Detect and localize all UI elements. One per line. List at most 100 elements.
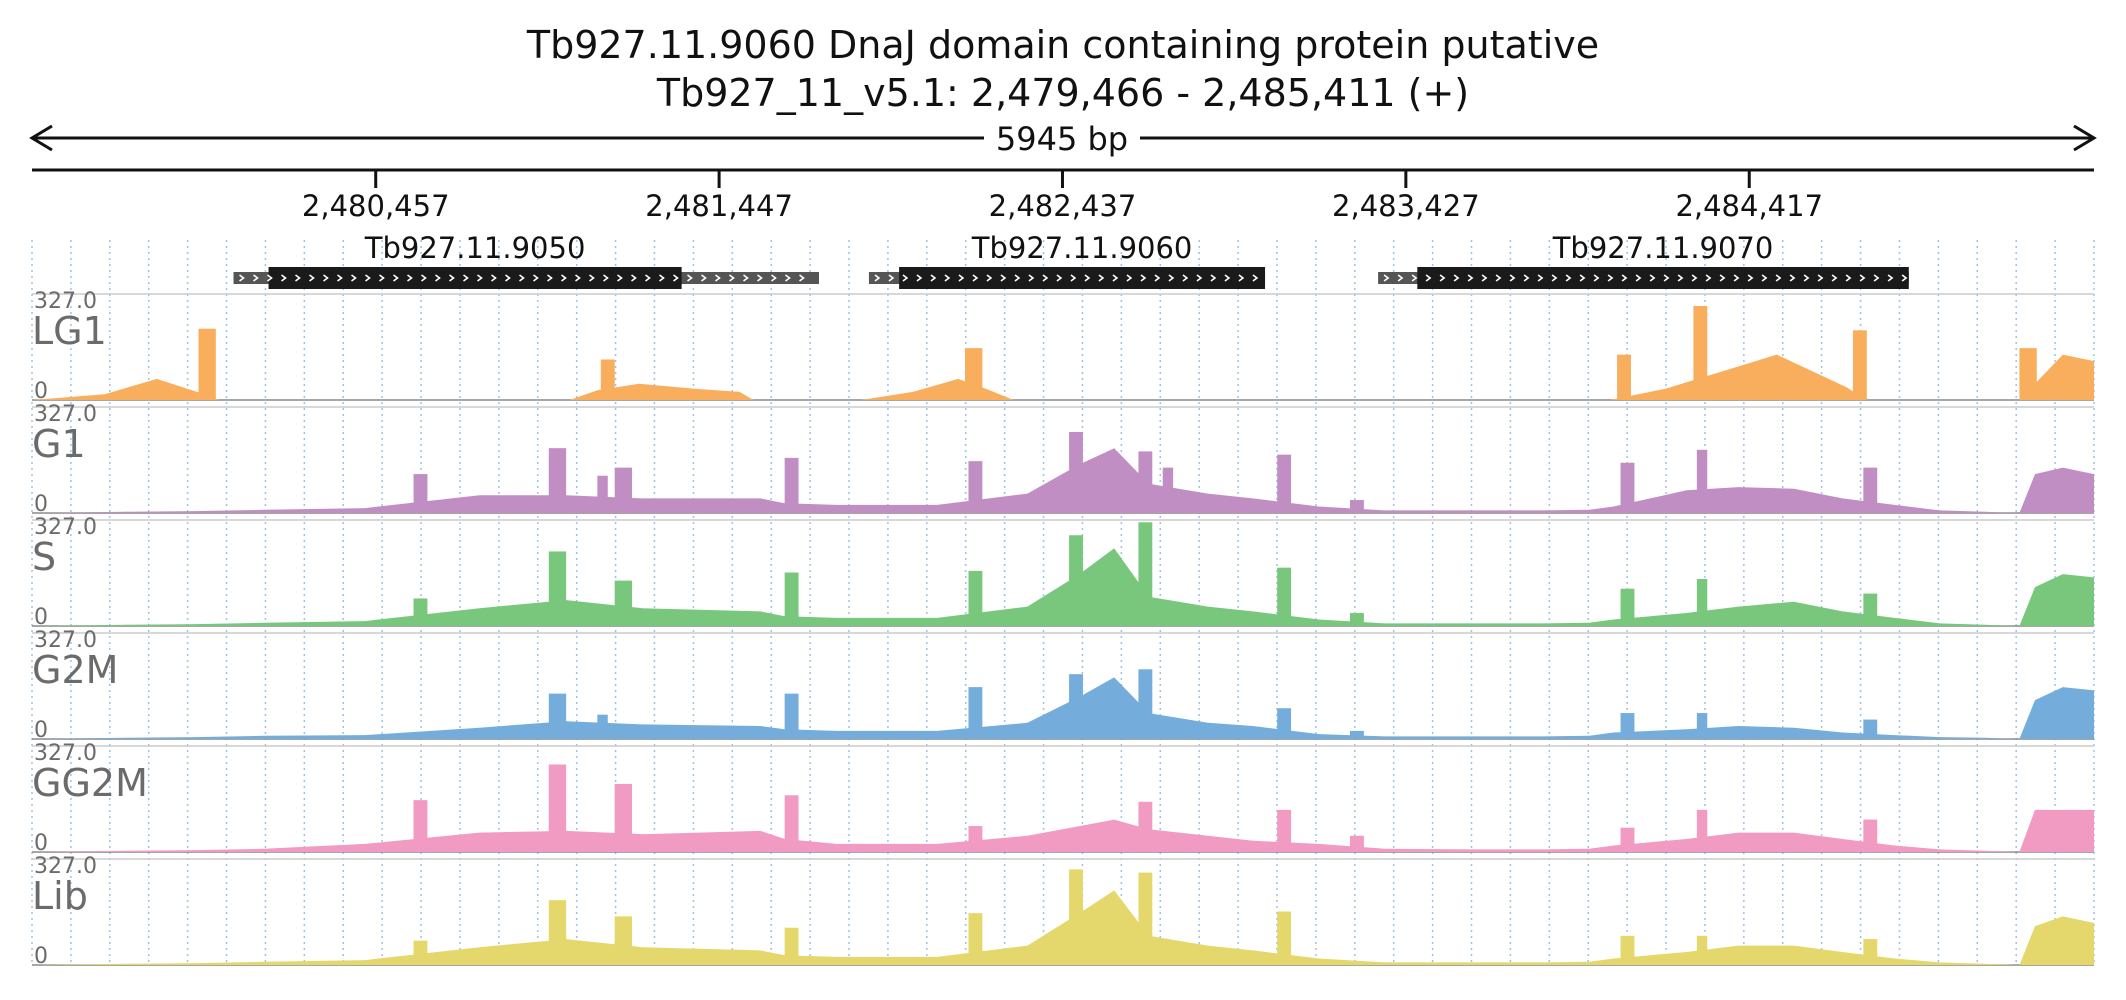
- strand-arrow-icon: [1182, 274, 1189, 282]
- coverage-peak: [1620, 588, 1635, 626]
- strand-arrow-icon: [253, 274, 259, 282]
- strand-arrow-icon: [1859, 274, 1866, 282]
- strand-arrow-icon: [1056, 274, 1063, 282]
- gene-model[interactable]: Tb927.11.9050: [233, 231, 819, 289]
- track-name-label: G1: [32, 422, 86, 466]
- coverage-peak: [784, 795, 799, 852]
- strand-arrow-icon: [1887, 274, 1894, 282]
- track-max-label: 327.0: [34, 289, 97, 314]
- coverage-peak: [614, 916, 633, 965]
- coverage-peak: [548, 551, 567, 626]
- coverage-area: [32, 677, 2094, 739]
- coverage-area: [32, 809, 2094, 852]
- coverage-peak: [548, 764, 567, 852]
- gene-title: Tb927.11.9060 DnaJ domain containing pro…: [526, 23, 1599, 67]
- coverage-peak: [968, 687, 983, 739]
- strand-arrow-icon: [1635, 274, 1642, 282]
- strand-arrow-icon: [1873, 274, 1880, 282]
- coverage-peak: [413, 800, 428, 852]
- strand-arrow-icon: [1677, 274, 1684, 282]
- coverage-peak: [1696, 935, 1708, 965]
- strand-arrow-icon: [477, 274, 483, 282]
- coverage-peak: [1852, 330, 1867, 400]
- coverage-peak: [1138, 451, 1153, 513]
- strand-arrow-icon: [1705, 274, 1712, 282]
- strand-arrow-icon: [281, 274, 287, 282]
- coverage-peak: [413, 474, 428, 513]
- strand-arrow-icon: [1761, 274, 1768, 282]
- strand-arrow-icon: [1383, 274, 1390, 282]
- strand-arrow-icon: [603, 274, 609, 282]
- coverage-peak: [198, 328, 216, 400]
- strand-arrow-icon: [944, 274, 951, 282]
- strand-arrow-icon: [1593, 274, 1600, 282]
- strand-arrow-icon: [729, 274, 735, 282]
- strand-arrow-icon: [972, 274, 979, 282]
- strand-arrow-icon: [958, 274, 965, 282]
- coverage-peak: [1863, 939, 1878, 965]
- coverage-peak: [968, 570, 983, 626]
- strand-arrow-icon: [449, 274, 455, 282]
- strand-arrow-icon: [743, 274, 749, 282]
- strand-arrow-icon: [1747, 274, 1754, 282]
- strand-arrow-icon: [1252, 274, 1259, 282]
- coverage-peak: [1863, 467, 1878, 513]
- span-ruler: 5945 bp: [29, 120, 2097, 158]
- axis-tick-label: 2,482,437: [989, 189, 1137, 223]
- strand-arrow-icon: [561, 274, 567, 282]
- strand-arrow-icon: [1453, 274, 1460, 282]
- coverage-peak: [548, 693, 567, 739]
- axis-tick-label: 2,481,447: [645, 189, 793, 223]
- track-max-label: 327.0: [34, 515, 97, 540]
- coordinate-axis: 2,480,457 2,481,447 2,482,437 2,483,427 2,48…: [32, 168, 2094, 223]
- track-min-label: 0: [34, 379, 48, 404]
- coverage-peak: [1069, 869, 1083, 965]
- coverage-peak: [1620, 713, 1635, 739]
- coverage-peak: [614, 467, 633, 513]
- strand-arrow-icon: [463, 274, 469, 282]
- strand-arrow-icon: [309, 274, 315, 282]
- gene-model[interactable]: Tb927.11.9070: [1378, 231, 1909, 289]
- coverage-peak: [1277, 809, 1292, 852]
- strand-arrow-icon: [1028, 274, 1035, 282]
- left-arrow-icon: [29, 124, 53, 152]
- coverage-peak: [1696, 809, 1708, 852]
- coverage-peak: [968, 913, 983, 965]
- strand-arrow-icon: [1084, 274, 1091, 282]
- track-max-label: 327.0: [34, 741, 97, 766]
- strand-arrow-icon: [435, 274, 441, 282]
- gene-model[interactable]: Tb927.11.9060: [868, 231, 1266, 289]
- strand-arrow-icon: [1607, 274, 1614, 282]
- axis-tick-label: 2,484,417: [1675, 189, 1823, 223]
- strand-arrow-icon: [673, 274, 679, 282]
- strand-arrow-icon: [589, 274, 595, 282]
- gene-cds: [1417, 267, 1909, 289]
- coverage-peak: [965, 348, 983, 400]
- coverage-peak: [1696, 449, 1708, 513]
- coverage-peak: [1138, 801, 1153, 852]
- strand-arrow-icon: [1621, 274, 1628, 282]
- strand-arrow-icon: [547, 274, 553, 282]
- strand-arrow-icon: [1168, 274, 1175, 282]
- track-name-label: Lib: [32, 874, 88, 918]
- strand-arrow-icon: [1733, 274, 1740, 282]
- coverage-peak: [614, 580, 633, 626]
- header: Tb927.11.9060 DnaJ domain containing pro…: [526, 23, 1599, 115]
- coverage-peak: [1617, 354, 1631, 400]
- strand-arrow-icon: [874, 274, 881, 282]
- strand-arrow-icon: [1098, 274, 1105, 282]
- coverage-peak: [1863, 819, 1878, 852]
- coverage-peak: [597, 714, 608, 739]
- strand-arrow-icon: [1579, 274, 1586, 282]
- track-min-label: 0: [34, 831, 48, 856]
- strand-arrow-icon: [393, 274, 399, 282]
- strand-arrow-icon: [295, 274, 301, 282]
- right-arrow-icon: [2073, 124, 2097, 152]
- axis-tick-label: 2,483,427: [1332, 189, 1480, 223]
- coverage-peak: [548, 900, 567, 965]
- coverage-peak: [784, 572, 799, 626]
- strand-arrow-icon: [687, 274, 693, 282]
- track-s: 327.0S 0: [32, 515, 2094, 630]
